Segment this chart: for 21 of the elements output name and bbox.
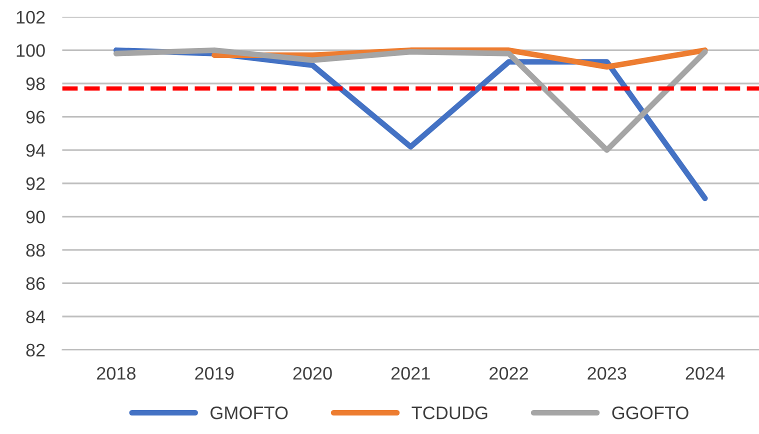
- x-tick-label: 2018: [97, 366, 136, 380]
- x-tick-label: 2024: [686, 366, 725, 380]
- y-tick-label: 88: [26, 244, 45, 257]
- x-tick-label: 2023: [588, 366, 626, 380]
- y-tick-label: 96: [26, 110, 45, 124]
- x-tick-label: 2019: [195, 366, 234, 380]
- legend-label: TCDUDG: [412, 406, 488, 420]
- y-tick-label: 102: [16, 10, 45, 24]
- legend-label: GMOFTO: [210, 406, 288, 420]
- y-tick-label: 92: [26, 177, 45, 190]
- y-tick-label: 98: [26, 77, 45, 90]
- y-tick-label: 90: [26, 210, 45, 224]
- y-tick-label: 82: [26, 344, 45, 357]
- x-tick-label: 2021: [391, 366, 430, 380]
- y-tick-label: 100: [16, 44, 45, 57]
- x-tick-label: 2022: [490, 366, 528, 380]
- y-tick-label: 84: [26, 310, 46, 324]
- x-tick-label: 2020: [293, 366, 332, 380]
- y-tick-label: 86: [26, 277, 45, 290]
- legend-label: GGOFTO: [612, 406, 688, 420]
- y-tick-label: 94: [26, 144, 46, 157]
